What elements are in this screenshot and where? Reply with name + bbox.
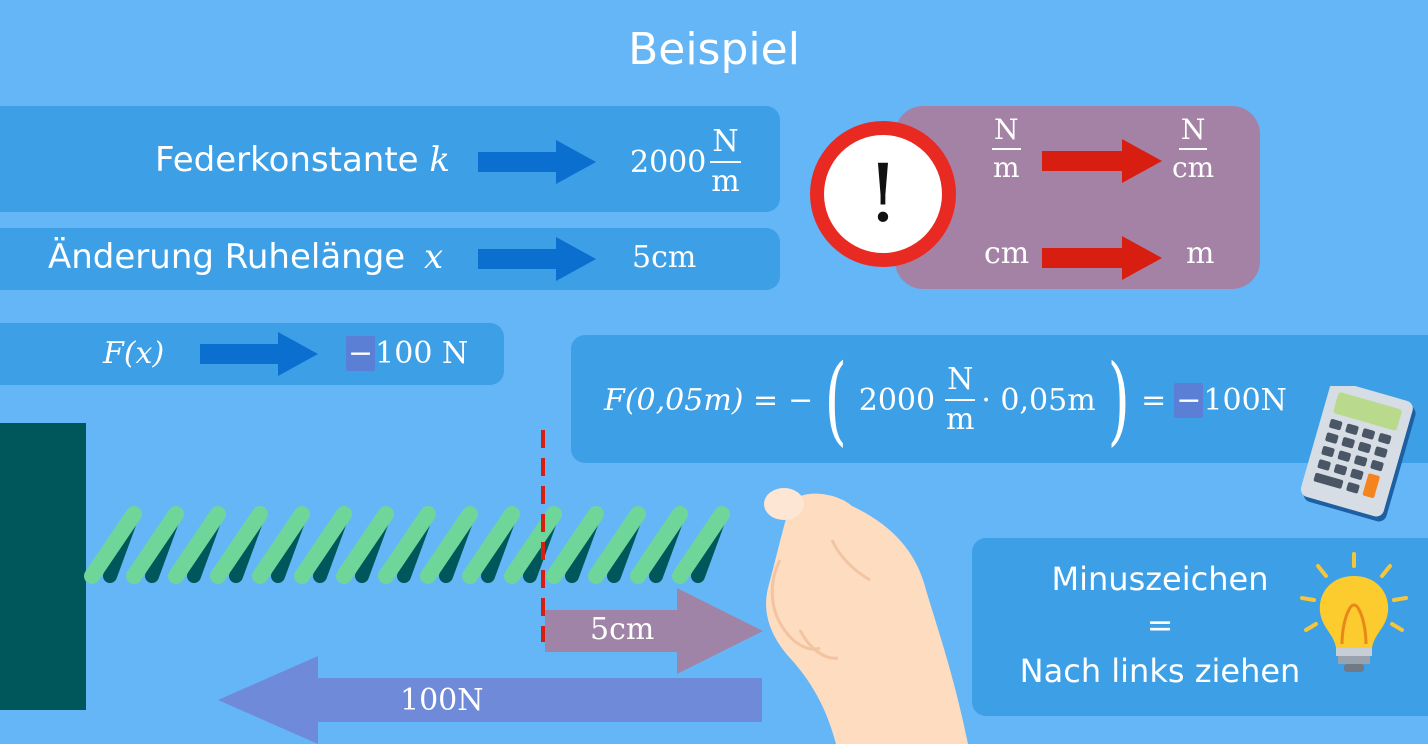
spring-coil-front [588,506,646,584]
hand-icon [764,488,968,744]
equation-lhs: F(0,05m) = [604,382,779,418]
equation-panel [571,335,1428,463]
equation-open-paren: ( [824,344,848,456]
spring-coil-front [294,506,352,584]
displacement-label: Änderung Ruhelänge x [48,237,443,277]
spring-coil-front [630,506,688,584]
force-value: −100 N [346,336,468,371]
force-label: F(x) [103,336,165,371]
equation-close-paren: ) [1107,344,1130,456]
warning-sign-icon: ! [810,121,956,267]
force-arrow [218,656,762,744]
displacement-panel [0,228,780,290]
minus-sign-highlight: − [1174,382,1204,418]
unit-from-length: cm [984,236,1030,271]
unit-denominator: m [945,402,975,437]
spring [84,506,730,584]
arrow-right-icon [200,332,318,376]
displacement-value: 5cm [632,240,697,275]
spring-coil-front [210,506,268,584]
displacement-arrow [545,588,763,674]
arrow-right-icon [478,237,596,281]
equation-equals: = [1141,382,1167,418]
unit-denominator: cm [1172,151,1215,184]
spring-constant-unit: N m [710,127,741,199]
equation-result: 100N [1203,382,1287,418]
unit-numerator: N [945,365,976,401]
unit-numerator: N [1178,116,1208,150]
force-number: 100 N [375,336,469,371]
spring-coil-front [336,506,394,584]
spring-coil-front [168,506,226,584]
spring-constant-number: 2000 [630,144,707,180]
spring-coil-front [84,506,142,584]
spring-coil-front [420,506,478,584]
spring-coil-front [672,506,730,584]
displacement-text: Änderung Ruhelänge [48,237,406,277]
equation: F(0,05m) = − ( 2000 N m · 0,05m ) = −100… [604,345,1287,455]
minus-sign-highlight: − [346,336,376,371]
warning-exclamation: ! [866,147,900,240]
unit-denominator: m [992,151,1020,184]
force-arrow-label: 100N [400,683,484,718]
displacement-variable: x [424,237,444,277]
tip-line-3: Nach links ziehen [1019,652,1301,690]
wall [0,423,86,710]
spring-coil-front [378,506,436,584]
spring-coil-front [126,506,184,584]
lightbulb-icon [1300,552,1408,672]
tip-line-1: Minuszeichen [1051,560,1269,598]
equation-unit: N m [945,365,976,437]
equation-minus: − [788,382,814,418]
unit-denominator: m [711,164,740,199]
spring-constant-value: 2000 N m [630,118,741,206]
spring-constant-variable: k [429,140,451,180]
unit-to-fraction: N cm [1172,116,1214,182]
page-title: Beispiel [628,24,800,75]
spring-coil-front [252,506,310,584]
spring-coil-front [462,506,520,584]
unit-numerator: N [992,116,1021,150]
unit-to-length: m [1186,236,1215,271]
spring-coil-front [504,506,562,584]
arrow-right-icon [478,140,596,184]
tip-text: Minuszeichen = Nach links ziehen [990,556,1330,694]
spring-constant-label: Federkonstante k [155,140,450,180]
calculator-icon [1300,386,1416,522]
rest-length-marker [541,430,545,642]
unit-numerator: N [710,127,741,163]
equation-rest: · 0,05m [981,382,1096,418]
arrow-right-red-icon [1042,236,1162,280]
arrow-right-red-icon [1042,139,1162,183]
spring-constant-panel [0,106,780,212]
equation-coefficient: 2000 [858,382,936,418]
spring-constant-text: Federkonstante [155,140,419,180]
spring-coil-front [546,506,604,584]
unit-from-fraction: N m [992,116,1021,182]
displacement-arrow-label: 5cm [590,612,655,647]
tip-line-2: = [1146,606,1174,644]
